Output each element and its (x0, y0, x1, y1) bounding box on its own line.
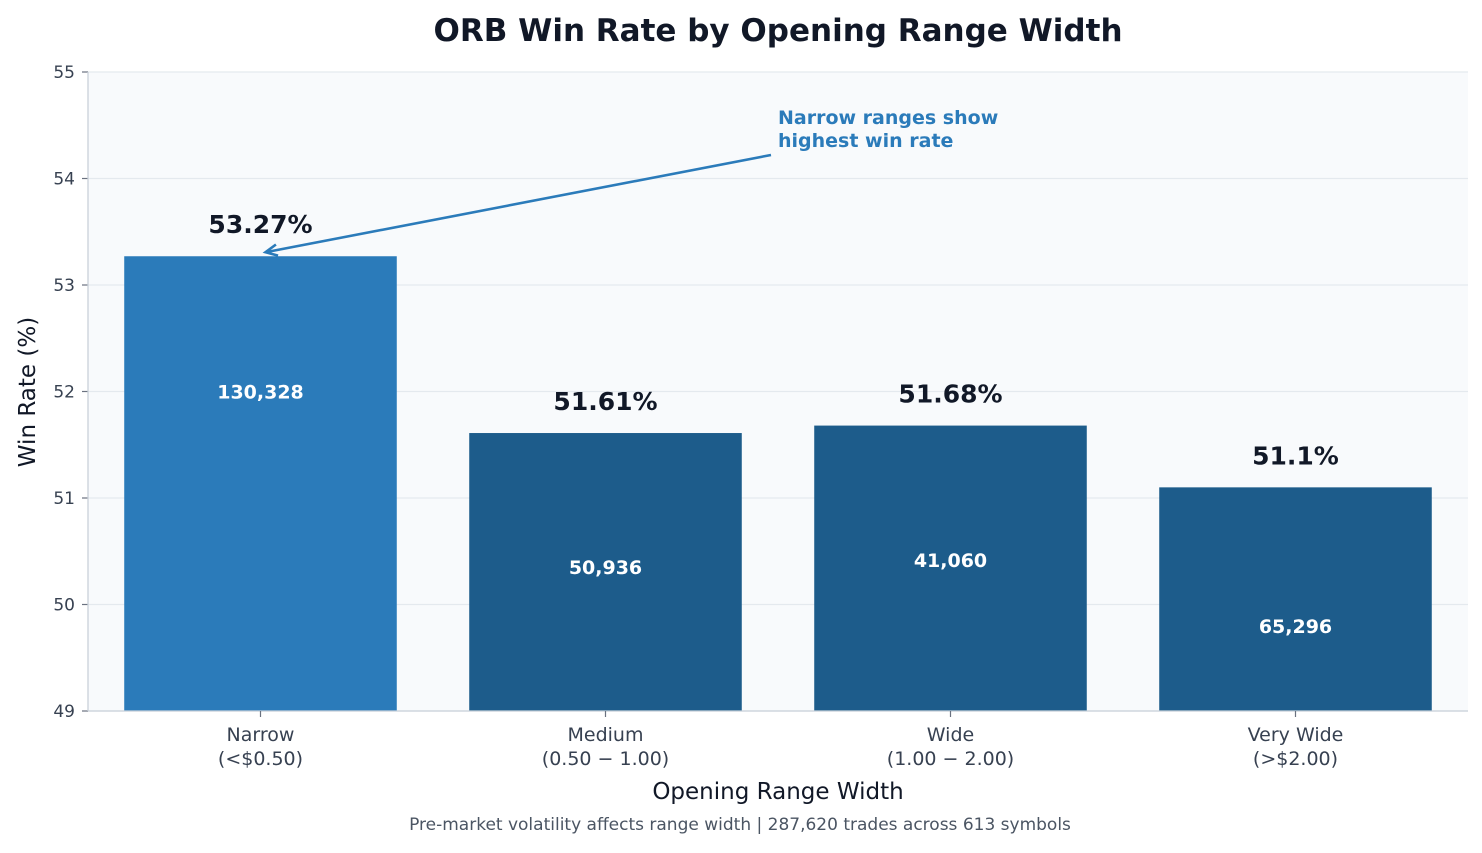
x-tick-label: (>$2.00) (1253, 748, 1338, 770)
axes (82, 71, 1468, 717)
bars (124, 256, 1432, 711)
y-tick-label: 50 (53, 596, 75, 616)
bar-count-label: 130,328 (217, 382, 304, 404)
y-axis-title: Win Rate (%) (15, 317, 41, 467)
bar-count-label: 65,296 (1259, 616, 1332, 638)
bar-count-label: 41,060 (914, 550, 987, 572)
x-tick-label: (0.50 − 1.00) (542, 748, 669, 770)
bar-value-label: 51.1% (1252, 441, 1339, 470)
y-tick-label: 55 (53, 63, 75, 83)
labels: 49 50 51 52 53 54 55 53.27% 130,328 Narrow(<$0.50… (53, 63, 1343, 770)
x-tick-label: Medium (568, 724, 644, 746)
x-tick-label: Wide (927, 724, 974, 746)
y-tick-label: 51 (53, 489, 75, 509)
bar-value-label: 53.27% (208, 210, 312, 239)
bar (469, 433, 742, 711)
annotation-arrow (265, 153, 772, 254)
annotation-text: Narrow ranges show (778, 107, 998, 129)
bar (1159, 487, 1432, 711)
bar (124, 256, 397, 711)
chart-title: ORB Win Rate by Opening Range Width (433, 13, 1122, 49)
x-axis-title: Opening Range Width (652, 779, 903, 805)
x-tick-label: Narrow (227, 724, 295, 746)
bar (814, 425, 1087, 711)
x-tick-label: (<$0.50) (218, 748, 303, 770)
annotation-text: highest win rate (778, 130, 953, 152)
y-tick-label: 53 (53, 276, 75, 296)
bar-value-label: 51.61% (553, 387, 657, 416)
x-tick-label: Very Wide (1248, 724, 1344, 746)
y-tick-label: 54 (53, 170, 75, 190)
x-tick-label: (1.00 − 2.00) (887, 748, 1014, 770)
bar-count-label: 50,936 (569, 557, 642, 579)
y-tick-label: 52 (53, 383, 75, 403)
annotation-arrowhead (262, 243, 279, 257)
chart-caption: Pre-market volatility affects range widt… (409, 815, 1071, 835)
y-tick-label: 49 (53, 702, 75, 722)
bar-value-label: 51.68% (898, 380, 1002, 409)
